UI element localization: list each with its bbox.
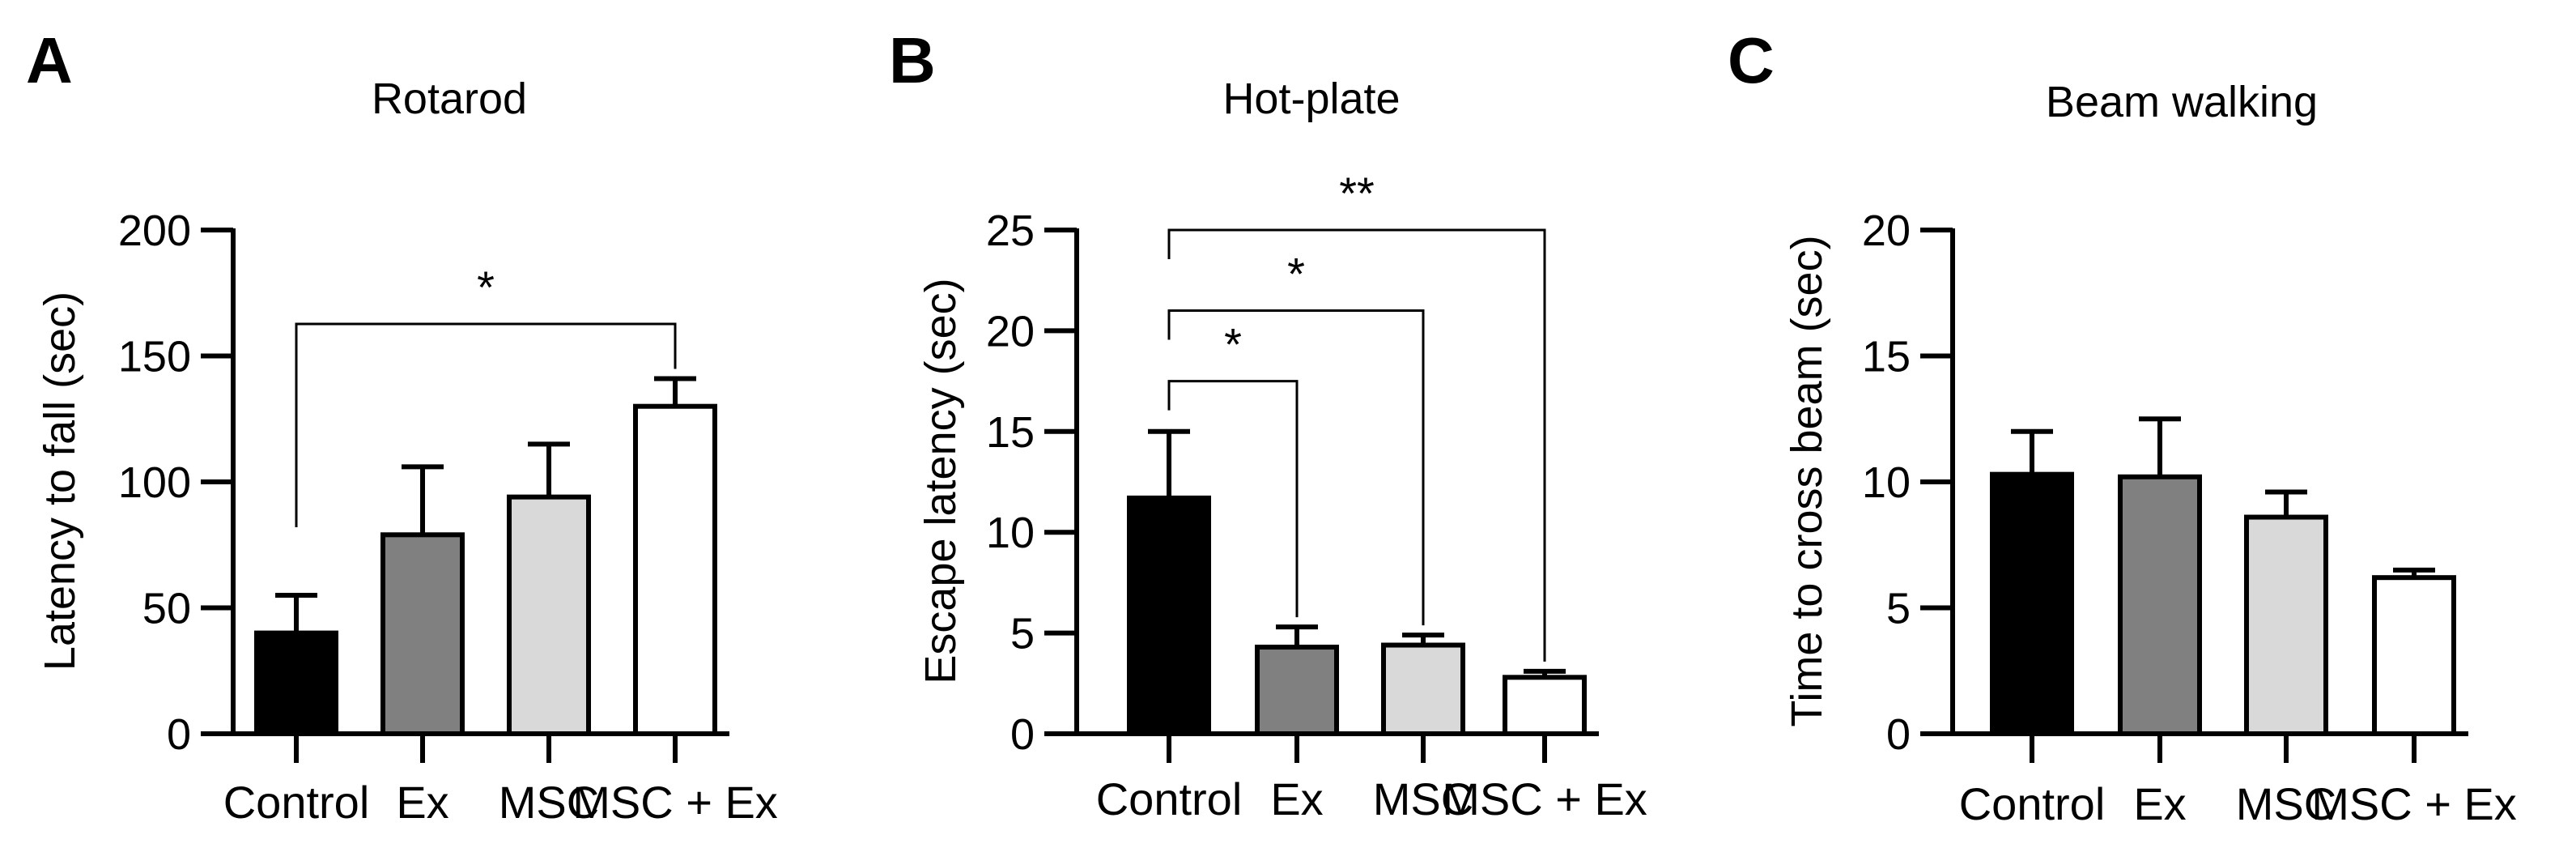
panel-b-significance-label: ** (1339, 168, 1375, 219)
panel-a-category-label: MSC + Ex (572, 777, 778, 828)
panel-b-y-tick-label: 10 (986, 509, 1035, 557)
panel-b-bar (1503, 675, 1587, 736)
panel-c: C Beam walking Time to cross beam (sec) … (1728, 24, 2517, 829)
panel-a: A Rotarod Latency to fall (sec) 0 50 100 15… (26, 24, 778, 828)
panel-b-y-tick-label: 5 (1010, 610, 1035, 658)
panel-a-significance-label: * (477, 262, 495, 313)
panel-b-significance-label: * (1224, 319, 1242, 370)
panel-a-y-tick-label: 100 (118, 458, 191, 507)
panel-a-significance-bracket (295, 322, 677, 527)
panel-a-bar (507, 494, 591, 736)
panel-b-bar (1127, 495, 1211, 736)
panel-c-title: Beam walking (2046, 78, 2318, 126)
panel-a-bar (633, 403, 717, 736)
panel-a-y-axis-label: Latency to fall (sec) (36, 292, 84, 671)
panel-c-y-tick-label: 10 (1862, 458, 1911, 507)
panel-b-significance-label: * (1287, 249, 1305, 300)
panel-c-bar (2372, 575, 2456, 736)
panel-b-category-label: MSC (1373, 773, 1473, 824)
panel-b-title: Hot-plate (1222, 75, 1400, 123)
panel-a-y-tick-label: 200 (118, 207, 191, 255)
panel-c-category-label: Ex (2133, 778, 2186, 829)
panel-b-category-label: MSC + Ex (1442, 773, 1647, 824)
panel-b-significance-bracket (1167, 228, 1546, 662)
panel-c-category-label: MSC + Ex (2311, 778, 2517, 829)
panel-a-y-tick-label: 150 (118, 333, 191, 381)
panel-b-y-tick-label: 0 (1010, 710, 1035, 759)
panel-b-letter: B (889, 24, 936, 96)
panel-a-y-tick-label: 0 (167, 710, 191, 759)
panel-c-category-label: MSC (2236, 778, 2336, 829)
panel-a-y-tick-label: 50 (142, 585, 191, 633)
panel-c-y-axis-label: Time to cross beam (sec) (1783, 235, 1831, 726)
panel-b-category-label: Control (1096, 773, 1243, 824)
panel-b: B Hot-plate Escape latency (sec) 0 5 10 15 2… (889, 24, 1647, 824)
panel-b-category-label: Ex (1270, 773, 1323, 824)
panel-a-bar (380, 532, 465, 736)
panel-c-bar (1990, 471, 2074, 736)
panel-b-significance-bracket (1167, 380, 1299, 618)
panel-c-bar (2118, 474, 2202, 737)
panel-b-bar (1255, 645, 1339, 736)
panel-c-letter: C (1728, 24, 1775, 96)
panel-c-y-tick-label: 15 (1862, 333, 1911, 381)
panel-a-category-label: MSC (499, 777, 599, 828)
panel-a-bar (254, 630, 338, 736)
panel-b-y-tick-label: 20 (986, 307, 1035, 356)
panel-a-category-label: Ex (396, 777, 448, 828)
panel-b-significance-bracket (1167, 309, 1425, 626)
panel-b-y-tick-label: 15 (986, 408, 1035, 457)
panel-c-y-tick-label: 20 (1862, 207, 1911, 255)
panel-c-y-tick-label: 0 (1886, 710, 1911, 759)
panel-b-bar (1381, 642, 1465, 737)
panel-a-category-label: Control (223, 777, 370, 828)
panel-c-bar (2244, 514, 2328, 736)
panel-c-y-tick-label: 5 (1886, 585, 1911, 633)
panel-a-title: Rotarod (372, 75, 527, 123)
panel-b-y-axis-label: Escape latency (sec) (916, 278, 965, 684)
panel-c-category-label: Control (1959, 778, 2106, 829)
panel-b-y-tick-label: 25 (986, 207, 1035, 255)
panel-a-letter: A (26, 24, 73, 96)
